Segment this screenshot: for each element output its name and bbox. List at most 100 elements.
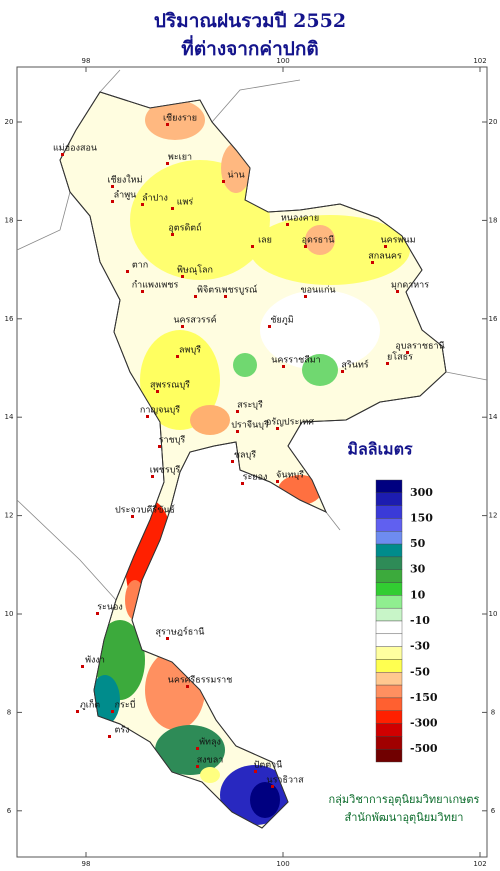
- province-dot: [384, 245, 387, 248]
- province-label: ราชบุรี: [159, 435, 186, 446]
- province-dot: [131, 515, 134, 518]
- province-dot: [268, 325, 271, 328]
- neighbor-borders: [16, 69, 488, 601]
- province-label: ลำพูน: [114, 190, 137, 201]
- province-dot: [231, 460, 234, 463]
- province-label: แม่ฮ่องสอน: [53, 144, 97, 154]
- province-dot: [141, 203, 144, 206]
- province-dot: [241, 482, 244, 485]
- province-dot: [224, 295, 227, 298]
- legend-swatch: [375, 723, 403, 737]
- province-label: ปราจีนบุรี: [231, 420, 269, 431]
- province-label: ขอนแก่น: [300, 286, 335, 296]
- province-label: พัทลุง: [199, 738, 221, 748]
- province-dot: [251, 245, 254, 248]
- lat-tick-label: 10: [489, 610, 498, 618]
- legend-swatch: [375, 646, 403, 660]
- province-dot: [286, 223, 289, 226]
- title-line: ปริมาณฝนรวมปี 2552: [154, 10, 346, 32]
- province-label: ลพบุรี: [179, 345, 201, 356]
- lat-tick-label: 18: [5, 216, 14, 224]
- province-dot: [304, 295, 307, 298]
- province-label: นครสวรรค์: [173, 314, 216, 326]
- province-dot: [194, 295, 197, 298]
- lat-tick-label: 14: [5, 413, 14, 421]
- province-label: ระนอง: [97, 603, 123, 613]
- legend-label: 300: [410, 486, 433, 499]
- province-dot: [151, 475, 154, 478]
- legend-swatch: [375, 697, 403, 711]
- province-dot: [276, 427, 279, 430]
- lat-tick-label: 20: [489, 118, 498, 126]
- legend-swatch: [375, 505, 403, 519]
- legend-label: 30: [410, 563, 426, 576]
- province-label: เพชรบุรี: [150, 465, 181, 476]
- legend-swatch: [375, 659, 403, 673]
- province-label: เชียงใหม่: [107, 175, 142, 186]
- province-dot: [111, 200, 114, 203]
- lat-tick-label: 20: [5, 118, 14, 126]
- legend-label: -500: [410, 742, 438, 755]
- province-dot: [166, 162, 169, 165]
- province-label: สระบุรี: [237, 400, 263, 411]
- province-label: ปัตตานี: [254, 760, 283, 771]
- province-label: นราธิวาส: [266, 775, 304, 786]
- province-dot: [181, 325, 184, 328]
- province-dot: [396, 290, 399, 293]
- province-label: นครราชสีมา: [271, 355, 320, 366]
- province-dot: [146, 415, 149, 418]
- lon-tick-label: 98: [82, 860, 91, 868]
- lat-tick-label: 16: [5, 315, 14, 323]
- province-dot: [166, 637, 169, 640]
- province-dot: [341, 370, 344, 373]
- legend-swatch: [375, 736, 403, 750]
- credit: กลุ่มวิชาการอุตุนิยมวิทยาเกษตร: [329, 793, 480, 806]
- province-label: สุรินทร์: [341, 359, 368, 371]
- province-label: สุพรรณบุรี: [150, 380, 190, 391]
- province-label: อุดรธานี: [302, 235, 335, 246]
- province-label: ตาก: [132, 261, 148, 271]
- lat-tick-label: 12: [5, 512, 14, 520]
- legend-label: 150: [410, 511, 433, 524]
- legend-swatch: [375, 531, 403, 545]
- province-label: กาญจนบุรี: [140, 405, 180, 416]
- province-label: ชลบุรี: [234, 450, 256, 461]
- province-dot: [254, 770, 257, 773]
- province-label: ลำปาง: [142, 193, 168, 204]
- credit: สำนักพัฒนาอุตุนิยมวิทยา: [345, 811, 464, 824]
- lon-tick-label: 100: [276, 860, 289, 868]
- province-dot: [176, 355, 179, 358]
- lon-tick-label: 98: [82, 57, 91, 65]
- legend-label: 10: [410, 588, 426, 601]
- lat-tick-label: 8: [7, 708, 11, 716]
- province-dot: [108, 735, 111, 738]
- province-dot: [236, 430, 239, 433]
- province-label: หนองคาย: [281, 214, 319, 224]
- legend-label: -150: [410, 691, 438, 704]
- province-label: แพร่: [177, 198, 194, 208]
- province-dot: [61, 153, 64, 156]
- province-dot: [156, 390, 159, 393]
- province-label: ตรัง: [114, 726, 129, 736]
- province-dot: [386, 362, 389, 365]
- province-label: กำแพงเพชร: [132, 280, 179, 291]
- legend-swatch: [375, 607, 403, 622]
- province-label: นครพนม: [380, 236, 415, 246]
- title-line: ที่ต่างจากค่าปกติ: [181, 35, 318, 60]
- lon-tick-label: 102: [473, 57, 486, 65]
- legend-swatch: [375, 569, 403, 583]
- legend-swatch: [375, 518, 403, 532]
- province-dot: [304, 245, 307, 248]
- province-label: พะเยา: [168, 153, 192, 163]
- province-label: น่าน: [227, 171, 244, 181]
- legend-swatch: [375, 620, 403, 635]
- province-label: ชัยภูมิ: [270, 315, 293, 326]
- province-dot: [406, 351, 409, 354]
- province-dot: [158, 445, 161, 448]
- lon-tick-label: 100: [276, 57, 289, 65]
- province-label: พังงา: [85, 656, 105, 666]
- province-label: ระยอง: [243, 473, 268, 483]
- legend-label: 50: [410, 537, 426, 550]
- legend-swatch: [375, 710, 403, 724]
- legend-swatch: [375, 595, 403, 609]
